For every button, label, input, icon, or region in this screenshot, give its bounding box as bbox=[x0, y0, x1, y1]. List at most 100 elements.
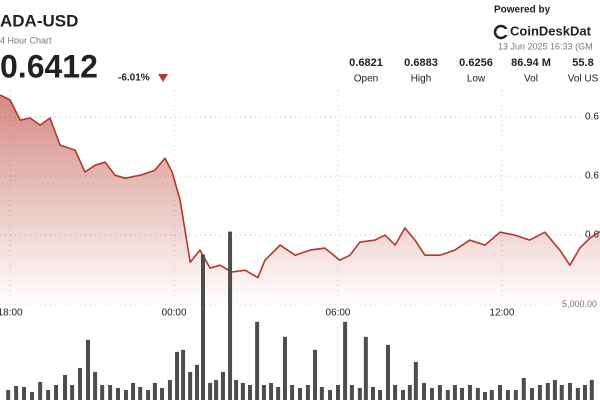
volume-bar bbox=[282, 336, 287, 400]
volume-bar bbox=[54, 384, 59, 400]
volume-bar bbox=[552, 379, 557, 400]
volume-bar bbox=[261, 384, 266, 400]
volume-bar bbox=[298, 387, 302, 400]
stat-label: Vol US bbox=[568, 74, 599, 85]
volume-bar bbox=[108, 384, 113, 400]
volume-bar bbox=[482, 391, 487, 400]
volume-bar bbox=[489, 389, 494, 400]
volume-bar bbox=[385, 344, 390, 400]
volume-bar bbox=[214, 379, 219, 400]
volume-bar bbox=[160, 387, 165, 400]
volume-bar bbox=[357, 387, 362, 400]
volume-bar bbox=[328, 389, 333, 400]
stat-value: 86.94 M bbox=[511, 57, 551, 69]
y-tick-label: 0.6 bbox=[585, 112, 599, 123]
volume-bar bbox=[269, 382, 274, 400]
volume-bar bbox=[6, 389, 11, 400]
stat-value: 0.6883 bbox=[404, 57, 438, 69]
volume-bar bbox=[188, 371, 193, 400]
volume-bar bbox=[167, 379, 172, 400]
volume-bar bbox=[276, 386, 281, 400]
volume-bar bbox=[123, 389, 128, 400]
volume-bar bbox=[152, 382, 157, 400]
volume-bar bbox=[401, 389, 406, 400]
brand-logo bbox=[493, 24, 509, 40]
volume-bar bbox=[131, 382, 136, 400]
volume-bar bbox=[429, 387, 434, 400]
volume-bar bbox=[422, 382, 427, 400]
volume-bar bbox=[589, 379, 594, 400]
stat-value: 0.6821 bbox=[349, 57, 383, 69]
volume-bar bbox=[100, 384, 105, 400]
interval: 4 Hour Chart bbox=[0, 35, 52, 45]
volume-bar bbox=[349, 384, 354, 400]
volume-bar bbox=[437, 384, 442, 400]
y-tick-label: 0.6 bbox=[585, 230, 599, 241]
powered-by: Powered by bbox=[494, 5, 551, 16]
volume-bar bbox=[559, 384, 564, 400]
volume-bar bbox=[521, 377, 526, 400]
volume-bar bbox=[255, 321, 260, 400]
volume-bar bbox=[537, 384, 542, 400]
volume-bar bbox=[413, 361, 418, 400]
volume-bar bbox=[305, 384, 310, 400]
volume-bar bbox=[85, 339, 90, 400]
volume-bar bbox=[319, 386, 324, 400]
change: -6.01% bbox=[118, 73, 150, 84]
volume-bar bbox=[505, 389, 510, 400]
volume-bar bbox=[513, 389, 518, 400]
down-arrow bbox=[158, 74, 168, 82]
brand: CoinDeskDat bbox=[510, 23, 592, 38]
volume-bar bbox=[582, 384, 587, 400]
volume-bar bbox=[575, 387, 580, 400]
volume-bar bbox=[335, 384, 340, 400]
volume-bar bbox=[29, 391, 34, 400]
volume-bar bbox=[370, 386, 375, 400]
volume-bar bbox=[208, 382, 213, 400]
price-area bbox=[0, 95, 600, 400]
volume-bar bbox=[407, 384, 412, 400]
volume-bar bbox=[138, 386, 143, 400]
stat-label: Low bbox=[467, 74, 486, 85]
volume-bar bbox=[38, 381, 43, 400]
volume-bar bbox=[201, 254, 206, 400]
volume-bar bbox=[220, 371, 225, 400]
volume-bar bbox=[363, 336, 368, 400]
price-line bbox=[0, 94, 600, 279]
stat-value: 55.8 bbox=[572, 57, 593, 69]
volume-bar bbox=[313, 349, 318, 400]
price: 0.6412 bbox=[0, 48, 98, 84]
y-tick-label: 0.6 bbox=[585, 171, 599, 182]
volume-bar bbox=[181, 349, 186, 400]
stats: 0.6821 Open 0.6883 High 0.6256 Low 86.94 M Vol 5… bbox=[349, 57, 598, 85]
volume-bar bbox=[529, 387, 534, 400]
volume-bar bbox=[70, 384, 75, 400]
volume-bar bbox=[452, 384, 457, 400]
volume-bar bbox=[78, 367, 83, 400]
volume-bar bbox=[46, 389, 51, 400]
volume-bar bbox=[146, 389, 151, 400]
volume-bar bbox=[248, 384, 252, 400]
volume-bar bbox=[116, 387, 121, 400]
volume-bar bbox=[234, 379, 239, 400]
volume-bar bbox=[393, 384, 398, 400]
symbol: ADA-USD bbox=[0, 11, 78, 30]
stat-value: 0.6256 bbox=[459, 57, 493, 69]
volume-bar bbox=[63, 374, 68, 400]
plot: 0.60.60.65,000,0018:0000:0006:0012:00 bbox=[0, 90, 600, 400]
stat-label: High bbox=[411, 74, 432, 85]
volume-bar bbox=[445, 389, 450, 400]
volume-bar bbox=[93, 371, 98, 400]
volume-bar bbox=[343, 321, 348, 400]
volume-bar bbox=[194, 364, 199, 400]
volume-bar bbox=[475, 387, 480, 400]
volume-bar bbox=[378, 389, 383, 400]
volume-bar bbox=[290, 384, 295, 400]
volume-bar bbox=[567, 382, 572, 400]
timestamp: 13 Jun 2025 16:33 (GM bbox=[498, 41, 593, 51]
stat-label: Vol bbox=[524, 74, 538, 85]
volume-bar bbox=[460, 387, 465, 400]
volume-bar bbox=[240, 382, 245, 400]
